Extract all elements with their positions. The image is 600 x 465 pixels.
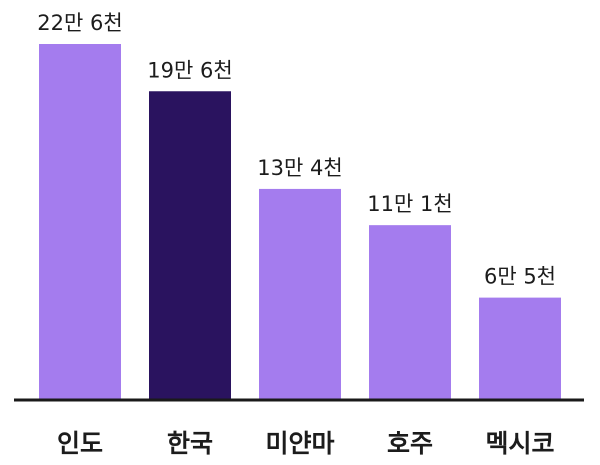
- data-label-3: 13만 4천: [257, 156, 342, 180]
- data-label-5: 6만 5천: [484, 265, 556, 289]
- bar-2: [149, 91, 231, 400]
- data-label-1: 22만 6천: [37, 11, 122, 35]
- data-labels-group: 22만 6천 19만 6천 13만 4천 11만 1천 6만 5천: [37, 11, 556, 289]
- data-label-2: 19만 6천: [147, 58, 232, 82]
- bar-1: [39, 44, 121, 400]
- category-label-5: 멕시코: [485, 429, 554, 458]
- category-label-2: 한국: [167, 429, 213, 458]
- bar-3: [259, 188, 341, 400]
- category-labels-group: 인도 한국 미얀마 호주 멕시코: [57, 429, 555, 458]
- category-label-4: 호주: [387, 429, 433, 458]
- data-label-4: 11만 1천: [367, 192, 452, 216]
- category-label-3: 미얀마: [265, 429, 334, 458]
- category-label-1: 인도: [57, 429, 103, 458]
- bars-group: [39, 44, 561, 400]
- bar-4: [369, 225, 451, 400]
- bar-5: [479, 297, 561, 400]
